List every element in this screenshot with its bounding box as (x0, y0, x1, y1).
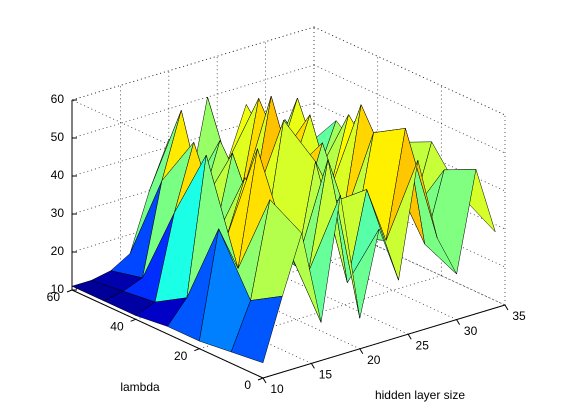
x-tick (504, 304, 509, 311)
y-tick-label: 60 (47, 290, 61, 304)
x-axis-label: hidden layer size (375, 388, 465, 402)
z-tick-label: 40 (51, 168, 65, 182)
y-axis-line (71, 289, 264, 379)
surface-patch (230, 295, 283, 364)
z-tick-label: 30 (51, 206, 65, 220)
grid-layer (66, 26, 509, 384)
z-tick-label: 60 (51, 92, 65, 106)
x-tick-label: 25 (416, 338, 430, 352)
x-tick-label: 35 (512, 309, 526, 323)
x-tick (359, 348, 364, 355)
x-axis-line (262, 304, 506, 379)
z-tick-label: 20 (51, 244, 65, 258)
x-tick (262, 377, 267, 384)
x-tick (456, 319, 461, 325)
x-tick-label: 10 (270, 382, 284, 396)
y-tick-label: 40 (110, 320, 124, 334)
z-tick-label: 10 (51, 282, 65, 296)
x-tick-label: 30 (464, 324, 478, 338)
y-tick (66, 289, 73, 293)
x-tick-label: 15 (319, 368, 333, 382)
y-tick (130, 318, 136, 322)
y-tick-label: 0 (244, 378, 251, 392)
y-axis-label: lambda (120, 380, 160, 394)
x-tick-label: 20 (367, 353, 381, 367)
x-tick (310, 363, 315, 369)
y-tick-label: 20 (174, 349, 188, 363)
y-tick (194, 348, 200, 352)
x-tick (407, 333, 412, 340)
z-tick-label: 50 (51, 130, 65, 144)
surface-layer (71, 95, 496, 364)
y-tick (257, 377, 264, 381)
